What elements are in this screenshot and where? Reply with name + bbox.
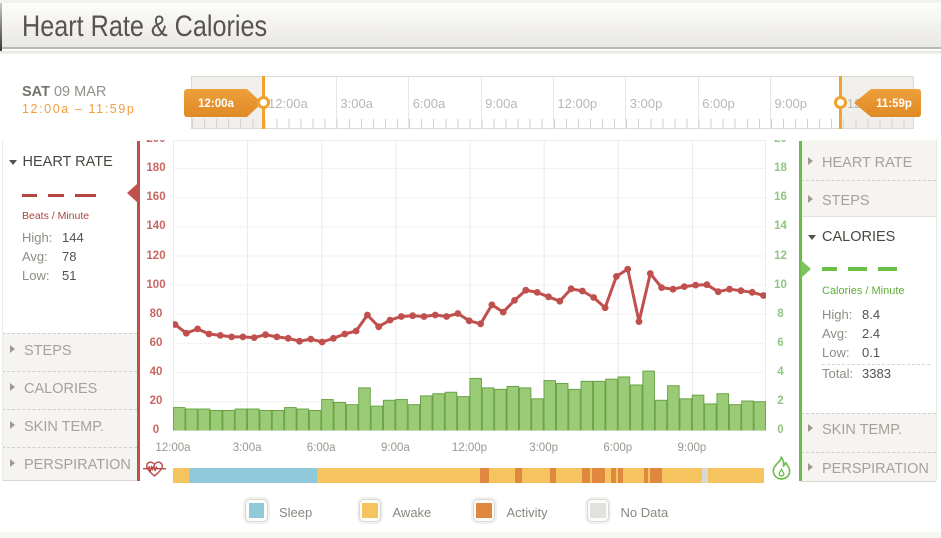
svg-text:12:00a: 12:00a <box>198 98 234 110</box>
svg-text:11:59p: 11:59p <box>876 98 912 110</box>
